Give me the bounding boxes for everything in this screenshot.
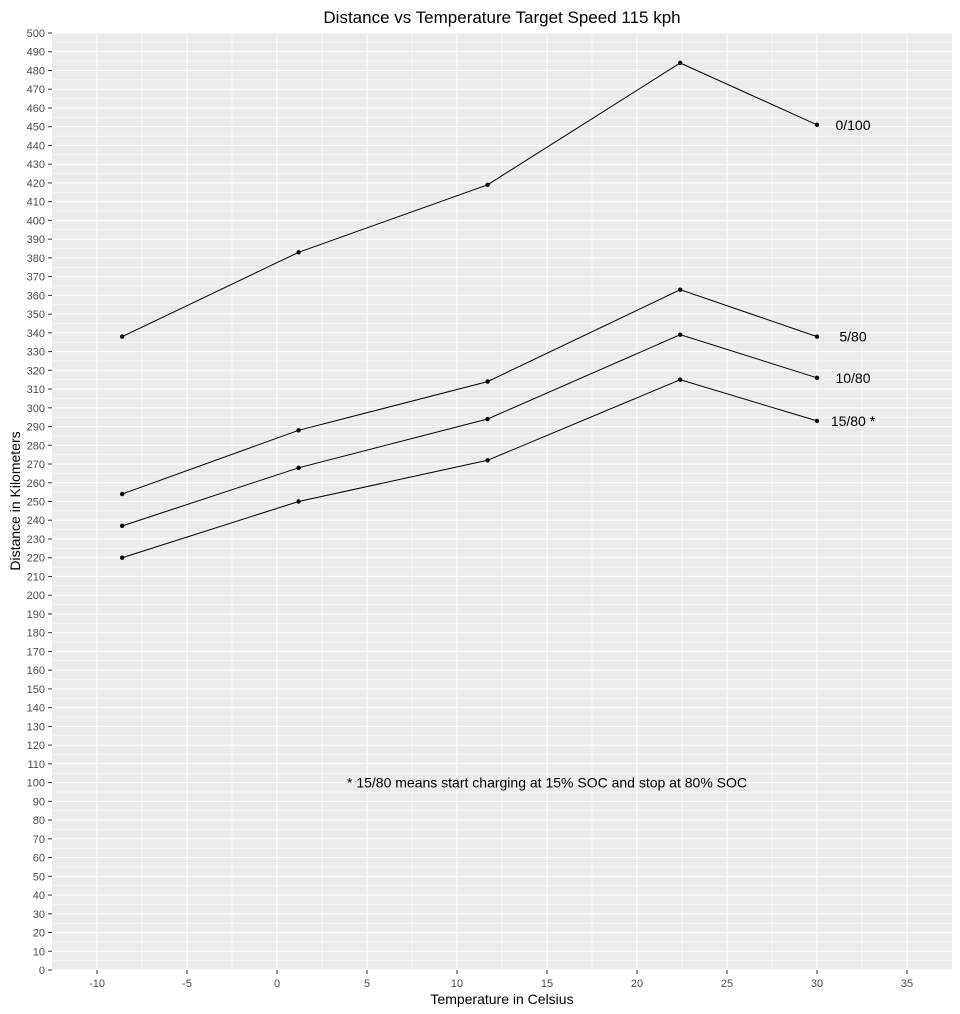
x-tick-label: 35 — [901, 978, 913, 990]
data-point — [814, 418, 820, 424]
chart-title: Distance vs Temperature Target Speed 115… — [323, 8, 680, 27]
x-tick-label: 20 — [631, 978, 643, 990]
data-point — [296, 499, 301, 504]
y-tick-label: 40 — [33, 890, 45, 902]
data-point — [120, 523, 125, 529]
series-label: 5/80 — [839, 329, 866, 345]
y-axis: 0 10 20 30 40 50 60 70 80 90 100 110 120 130 140 150 160… — [27, 28, 52, 977]
series-labels: 0/100 5/80 10/80 15/80 * — [831, 117, 876, 429]
y-tick-label: 20 — [33, 928, 45, 940]
y-tick-label: 80 — [33, 815, 45, 827]
y-tick-label: 10 — [33, 946, 45, 958]
y-tick-label: 400 — [27, 215, 45, 227]
data-point — [485, 379, 490, 384]
y-tick-label: 250 — [27, 497, 45, 509]
series-label: 10/80 — [835, 370, 870, 386]
y-tick-label: 70 — [33, 834, 45, 846]
y-tick-label: 130 — [27, 721, 45, 733]
y-tick-label: 360 — [27, 290, 45, 302]
y-tick-label: 160 — [27, 665, 45, 677]
x-axis-title: Temperature in Celsius — [430, 991, 573, 1007]
y-tick-label: 500 — [27, 28, 45, 40]
data-point — [120, 491, 125, 497]
y-tick-label: 220 — [27, 553, 45, 565]
y-tick-label: 310 — [27, 384, 45, 396]
y-tick-label: 210 — [27, 571, 45, 583]
data-point — [485, 416, 490, 422]
data-point — [678, 287, 683, 292]
x-tick-label: 10 — [451, 978, 463, 990]
data-point — [678, 332, 683, 337]
data-point — [296, 465, 301, 470]
y-tick-label: 350 — [27, 309, 45, 321]
y-tick-label: 60 — [33, 853, 45, 865]
y-tick-label: 0 — [39, 965, 45, 977]
data-point — [485, 182, 490, 187]
data-point — [296, 428, 301, 433]
y-tick-label: 330 — [27, 347, 45, 359]
data-point — [678, 60, 683, 66]
y-tick-label: 260 — [27, 478, 45, 490]
y-tick-label: 300 — [27, 403, 45, 415]
y-tick-label: 110 — [27, 759, 45, 771]
y-tick-label: 340 — [27, 328, 45, 340]
y-tick-label: 50 — [33, 871, 45, 883]
y-tick-label: 480 — [27, 65, 45, 77]
x-tick-label: -10 — [89, 978, 105, 990]
y-tick-label: 120 — [27, 740, 45, 752]
data-point — [120, 555, 125, 560]
y-tick-label: 280 — [27, 440, 45, 452]
series-label: 15/80 * — [831, 413, 876, 429]
y-tick-label: 30 — [33, 909, 45, 921]
data-point — [120, 334, 125, 339]
y-tick-label: 100 — [27, 778, 45, 790]
data-point — [814, 122, 820, 128]
y-tick-label: 170 — [27, 646, 45, 658]
x-tick-label: 15 — [541, 978, 553, 990]
y-tick-label: 150 — [27, 684, 45, 696]
y-tick-label: 390 — [27, 234, 45, 246]
data-point — [814, 334, 820, 339]
data-point — [485, 458, 490, 463]
y-tick-label: 270 — [27, 459, 45, 471]
y-tick-label: 440 — [27, 140, 45, 152]
y-tick-label: 230 — [27, 534, 45, 546]
y-tick-label: 470 — [27, 84, 45, 96]
y-tick-label: 380 — [27, 253, 45, 265]
x-axis: -10 -5 0 5 10 15 20 25 30 35 — [89, 970, 913, 990]
y-tick-label: 320 — [27, 365, 45, 377]
y-tick-label: 460 — [27, 103, 45, 115]
y-tick-label: 370 — [27, 272, 45, 284]
y-tick-label: 200 — [27, 590, 45, 602]
y-tick-label: 420 — [27, 178, 45, 190]
y-tick-label: 240 — [27, 515, 45, 527]
data-point — [678, 377, 683, 382]
gridlines — [52, 32, 952, 971]
y-tick-label: 180 — [27, 628, 45, 640]
x-tick-label: 5 — [364, 978, 370, 990]
y-tick-label: 430 — [27, 159, 45, 171]
chart-note: * 15/80 means start charging at 15% SOC … — [347, 775, 747, 791]
data-point — [296, 250, 301, 255]
y-tick-label: 450 — [27, 122, 45, 134]
series-group — [120, 60, 820, 560]
data-point — [814, 375, 820, 381]
x-tick-label: 25 — [721, 978, 733, 990]
y-axis-title: Distance in Kilometers — [7, 431, 23, 570]
x-tick-label: 0 — [274, 978, 280, 990]
x-tick-label: 30 — [811, 978, 823, 990]
x-tick-label: -5 — [182, 978, 192, 990]
y-tick-label: 290 — [27, 422, 45, 434]
y-tick-label: 490 — [27, 47, 45, 59]
y-tick-label: 190 — [27, 609, 45, 621]
y-tick-label: 90 — [33, 796, 45, 808]
y-tick-label: 410 — [27, 197, 45, 209]
y-tick-label: 140 — [27, 703, 45, 715]
series-label: 0/100 — [835, 117, 870, 133]
